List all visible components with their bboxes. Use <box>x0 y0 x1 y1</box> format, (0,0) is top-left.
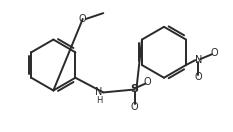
Text: O: O <box>79 14 86 24</box>
Text: O: O <box>144 77 151 87</box>
Text: N: N <box>195 55 202 65</box>
Text: O: O <box>210 48 218 58</box>
Text: O: O <box>194 72 202 82</box>
Text: S: S <box>131 84 139 95</box>
Text: H: H <box>96 96 102 105</box>
Text: N: N <box>95 87 102 97</box>
Text: O: O <box>131 102 138 112</box>
